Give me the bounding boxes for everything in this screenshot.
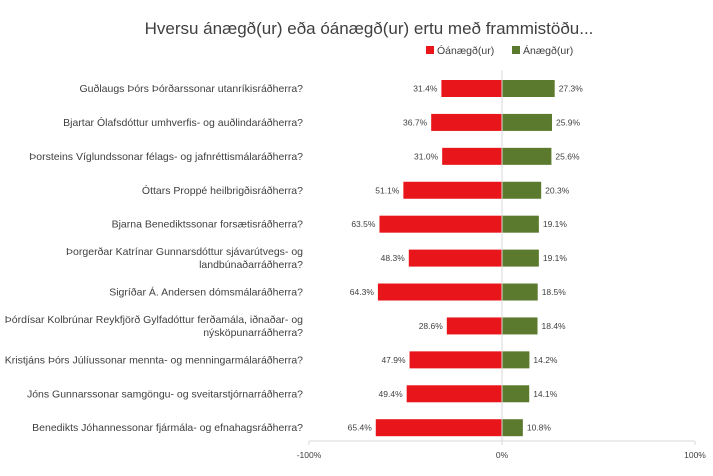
category-label: Bjarna Benediktssonar forsætisráðherra? [112, 219, 304, 231]
category-labels: Guðlaugs Þórs Þórðarssonar utanríkisráðh… [5, 83, 303, 434]
value-label-dissatisfied: 64.3% [350, 287, 375, 297]
category-label: Þorsteins Víglundssonar félags- og jafnr… [29, 151, 303, 163]
value-label-satisfied: 25.9% [556, 117, 581, 127]
category-label-line: Þórdísar Kolbrúnar Reykfjörð Gylfadóttur… [5, 314, 303, 326]
bar-satisfied [502, 215, 539, 233]
category-label: Þórdísar Kolbrúnar Reykfjörð Gylfadóttur… [5, 314, 303, 339]
category-label-line: Óttars Proppé heilbrigðisráðherra? [142, 184, 303, 197]
category-label: Jóns Gunnarssonar samgöngu- og sveitarst… [27, 388, 303, 400]
chart-title: Hversu ánægð(ur) eða óánægð(ur) ertu með… [145, 19, 594, 38]
bar-dissatisfied [442, 147, 502, 165]
value-label-dissatisfied: 51.1% [375, 185, 400, 195]
value-label-satisfied: 10.8% [527, 423, 552, 433]
bar-satisfied [502, 249, 539, 267]
bar-satisfied [502, 113, 552, 131]
category-label-line: Benedikts Jóhannessonar fjármála- og efn… [32, 422, 303, 434]
value-labels: 31.4% 36.7% 31.0% 51.1% 63.5% 48.3% 64.3% 28.6%… [348, 84, 584, 433]
value-label-satisfied: 18.4% [542, 321, 567, 331]
bar-dissatisfied [377, 283, 502, 301]
category-label-line: Kristjáns Þórs Júlíussonar mennta- og me… [5, 354, 303, 366]
category-label-line: landbúnaðarráðherra? [199, 259, 303, 271]
value-label-dissatisfied: 48.3% [381, 253, 406, 263]
x-tick-label: 0% [496, 450, 509, 460]
bar-satisfied [502, 283, 538, 301]
bar-satisfied [502, 80, 555, 97]
category-label-line: Þorgerðar Katrínar Gunnarsdóttur sjávarú… [66, 246, 303, 258]
category-label-line: Þorsteins Víglundssonar félags- og jafnr… [29, 151, 303, 163]
bar-satisfied [502, 351, 530, 369]
bar-satisfied [502, 419, 523, 437]
value-label-dissatisfied: 63.5% [351, 219, 376, 229]
value-label-satisfied: 25.6% [555, 151, 580, 161]
value-label-dissatisfied: 36.7% [403, 117, 428, 127]
category-label: Bjartar Ólafsdóttur umhverfis- og auðlin… [63, 116, 303, 129]
category-label-line: Guðlaugs Þórs Þórðarssonar utanríkisráðh… [79, 83, 303, 95]
legend-label-0: Óánægð(ur) [437, 44, 494, 57]
category-label: Óttars Proppé heilbrigðisráðherra? [142, 184, 303, 197]
value-label-satisfied: 18.5% [542, 287, 567, 297]
x-tick-label: 100% [684, 450, 706, 460]
category-label-line: Bjarna Benediktssonar forsætisráðherra? [112, 219, 304, 231]
value-label-dissatisfied: 31.0% [414, 151, 439, 161]
bar-dissatisfied [409, 351, 502, 369]
category-label-line: nýsköpunarráðherra? [203, 327, 303, 339]
x-tick-label: -100% [297, 450, 322, 460]
bar-satisfied [502, 385, 530, 403]
bar-dissatisfied [446, 317, 502, 335]
category-label-line: Sigríðar Á. Andersen dómsmálaráðherra? [109, 286, 303, 299]
bar-satisfied [502, 181, 542, 199]
legend-swatch-1 [512, 46, 520, 54]
category-label: Benedikts Jóhannessonar fjármála- og efn… [32, 422, 303, 434]
value-label-satisfied: 14.2% [533, 355, 558, 365]
category-label: Sigríðar Á. Andersen dómsmálaráðherra? [109, 286, 303, 299]
bar-dissatisfied [403, 181, 502, 199]
value-label-satisfied: 20.3% [545, 185, 570, 195]
bar-dissatisfied [431, 113, 502, 131]
bar-satisfied [502, 147, 552, 165]
category-label-line: Jóns Gunnarssonar samgöngu- og sveitarst… [27, 388, 303, 400]
value-label-dissatisfied: 47.9% [381, 355, 406, 365]
bars [375, 80, 555, 437]
category-label: Guðlaugs Þórs Þórðarssonar utanríkisráðh… [79, 83, 303, 95]
legend-label-1: Ánægð(ur) [523, 44, 573, 57]
category-label-line: Bjartar Ólafsdóttur umhverfis- og auðlin… [63, 116, 303, 129]
bar-dissatisfied [441, 80, 502, 97]
value-label-dissatisfied: 65.4% [348, 423, 373, 433]
value-label-satisfied: 19.1% [543, 219, 568, 229]
bar-dissatisfied [408, 249, 502, 267]
value-label-satisfied: 27.3% [559, 84, 584, 94]
value-label-satisfied: 19.1% [543, 253, 568, 263]
bar-dissatisfied [379, 215, 502, 233]
bar-dissatisfied [406, 385, 502, 403]
x-axis: -100% 0% 100% [297, 70, 706, 460]
value-label-satisfied: 14.1% [533, 389, 558, 399]
bar-dissatisfied [375, 419, 502, 437]
category-label: Kristjáns Þórs Júlíussonar mennta- og me… [5, 354, 303, 366]
value-label-dissatisfied: 49.4% [379, 389, 404, 399]
value-label-dissatisfied: 31.4% [413, 84, 438, 94]
category-label: Þorgerðar Katrínar Gunnarsdóttur sjávarú… [66, 246, 303, 271]
value-label-dissatisfied: 28.6% [419, 321, 444, 331]
bar-satisfied [502, 317, 538, 335]
legend-swatch-0 [426, 46, 434, 54]
legend: Óánægð(ur) Ánægð(ur) [426, 44, 573, 57]
